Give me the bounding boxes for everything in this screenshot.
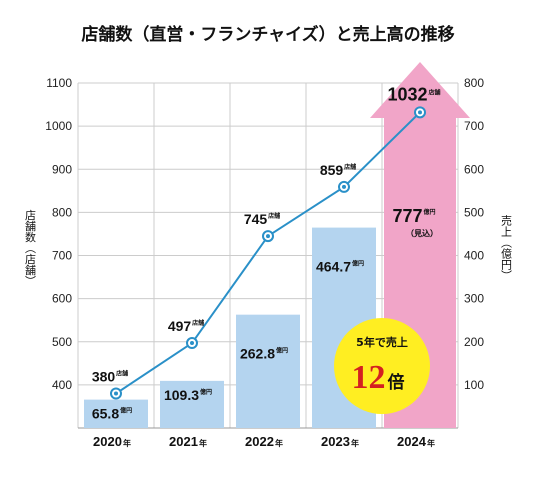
badge-line1: 5年で売上 [356, 335, 408, 349]
right-tick-label: 100 [464, 378, 484, 392]
x-axis-ticks: 2020年 2021年 2022年 2023年 2024年 [93, 434, 435, 449]
stores-point-center [266, 234, 270, 239]
stores-unit-label: 店舗 [192, 319, 204, 327]
badge-unit: 倍 [388, 372, 405, 393]
sales-unit-label: 億円 [120, 407, 132, 415]
sales-unit-label: 億円 [424, 208, 436, 216]
sales-bars [84, 227, 376, 428]
right-axis-label: 売上（億円） [500, 215, 513, 281]
right-tick-label: 700 [464, 119, 484, 133]
sales-bar [236, 314, 300, 428]
stores-point-center [342, 184, 346, 189]
left-tick-label: 700 [52, 249, 72, 263]
right-tick-label: 300 [464, 292, 484, 306]
left-tick-label: 600 [52, 292, 72, 306]
sales-bar [84, 399, 148, 428]
left-axis-label: 店舗数（店舗） [24, 208, 37, 286]
stores-unit-label: 店舗 [429, 88, 441, 96]
left-tick-label: 400 [52, 378, 72, 392]
x-tick-label: 2023年 [321, 434, 359, 449]
x-tick-unit: 年 [199, 438, 207, 448]
x-tick-unit: 年 [427, 438, 435, 448]
x-tick-label: 2024年 [397, 434, 435, 449]
stores-point-center [190, 341, 194, 346]
left-tick-label: 800 [52, 205, 72, 219]
stores-unit-label: 店舗 [116, 370, 128, 378]
x-tick-label: 2022年 [245, 434, 283, 449]
sales-unit-label: 億円 [352, 260, 364, 268]
x-tick-label: 2021年 [169, 434, 207, 449]
right-tick-label: 500 [464, 205, 484, 219]
right-axis-ticks: 100 200 300 400 500 600 700 800 [464, 76, 484, 392]
left-tick-label: 900 [52, 162, 72, 176]
stores-value-label: 859店舗 [320, 162, 356, 178]
left-tick-label: 500 [52, 335, 72, 349]
forecast-note: （見込） [406, 228, 438, 238]
chart-title: 店舗数（直営・フランチャイズ）と売上高の推移 [81, 24, 454, 45]
right-tick-label: 400 [464, 249, 484, 263]
right-tick-label: 600 [464, 162, 484, 176]
x-tick-label: 2020年 [93, 434, 131, 449]
stores-value-label: 745店舗 [244, 211, 280, 227]
sales-unit-label: 億円 [276, 347, 288, 355]
sales-unit-label: 億円 [200, 388, 212, 396]
sales-bar [160, 380, 224, 428]
stores-point-center [114, 391, 118, 396]
stores-line-layer [110, 106, 426, 400]
badge-circle [334, 318, 430, 414]
x-tick-unit: 年 [123, 438, 131, 448]
right-tick-label: 800 [464, 76, 484, 90]
stores-unit-label: 店舗 [268, 212, 280, 220]
left-tick-label: 1100 [46, 76, 72, 90]
x-tick-unit: 年 [351, 438, 359, 448]
stores-value-label: 497店舗 [168, 318, 204, 334]
stores-point-center [418, 110, 422, 115]
x-tick-unit: 年 [275, 438, 283, 448]
stores-unit-label: 店舗 [344, 163, 356, 171]
stores-value-label: 1032店舗 [387, 84, 440, 104]
right-tick-label: 200 [464, 335, 484, 349]
left-tick-label: 1000 [45, 119, 72, 133]
stores-value-label: 380店舗 [92, 369, 128, 385]
left-axis-ticks: 400 500 600 700 800 900 1000 1100 [45, 76, 72, 392]
